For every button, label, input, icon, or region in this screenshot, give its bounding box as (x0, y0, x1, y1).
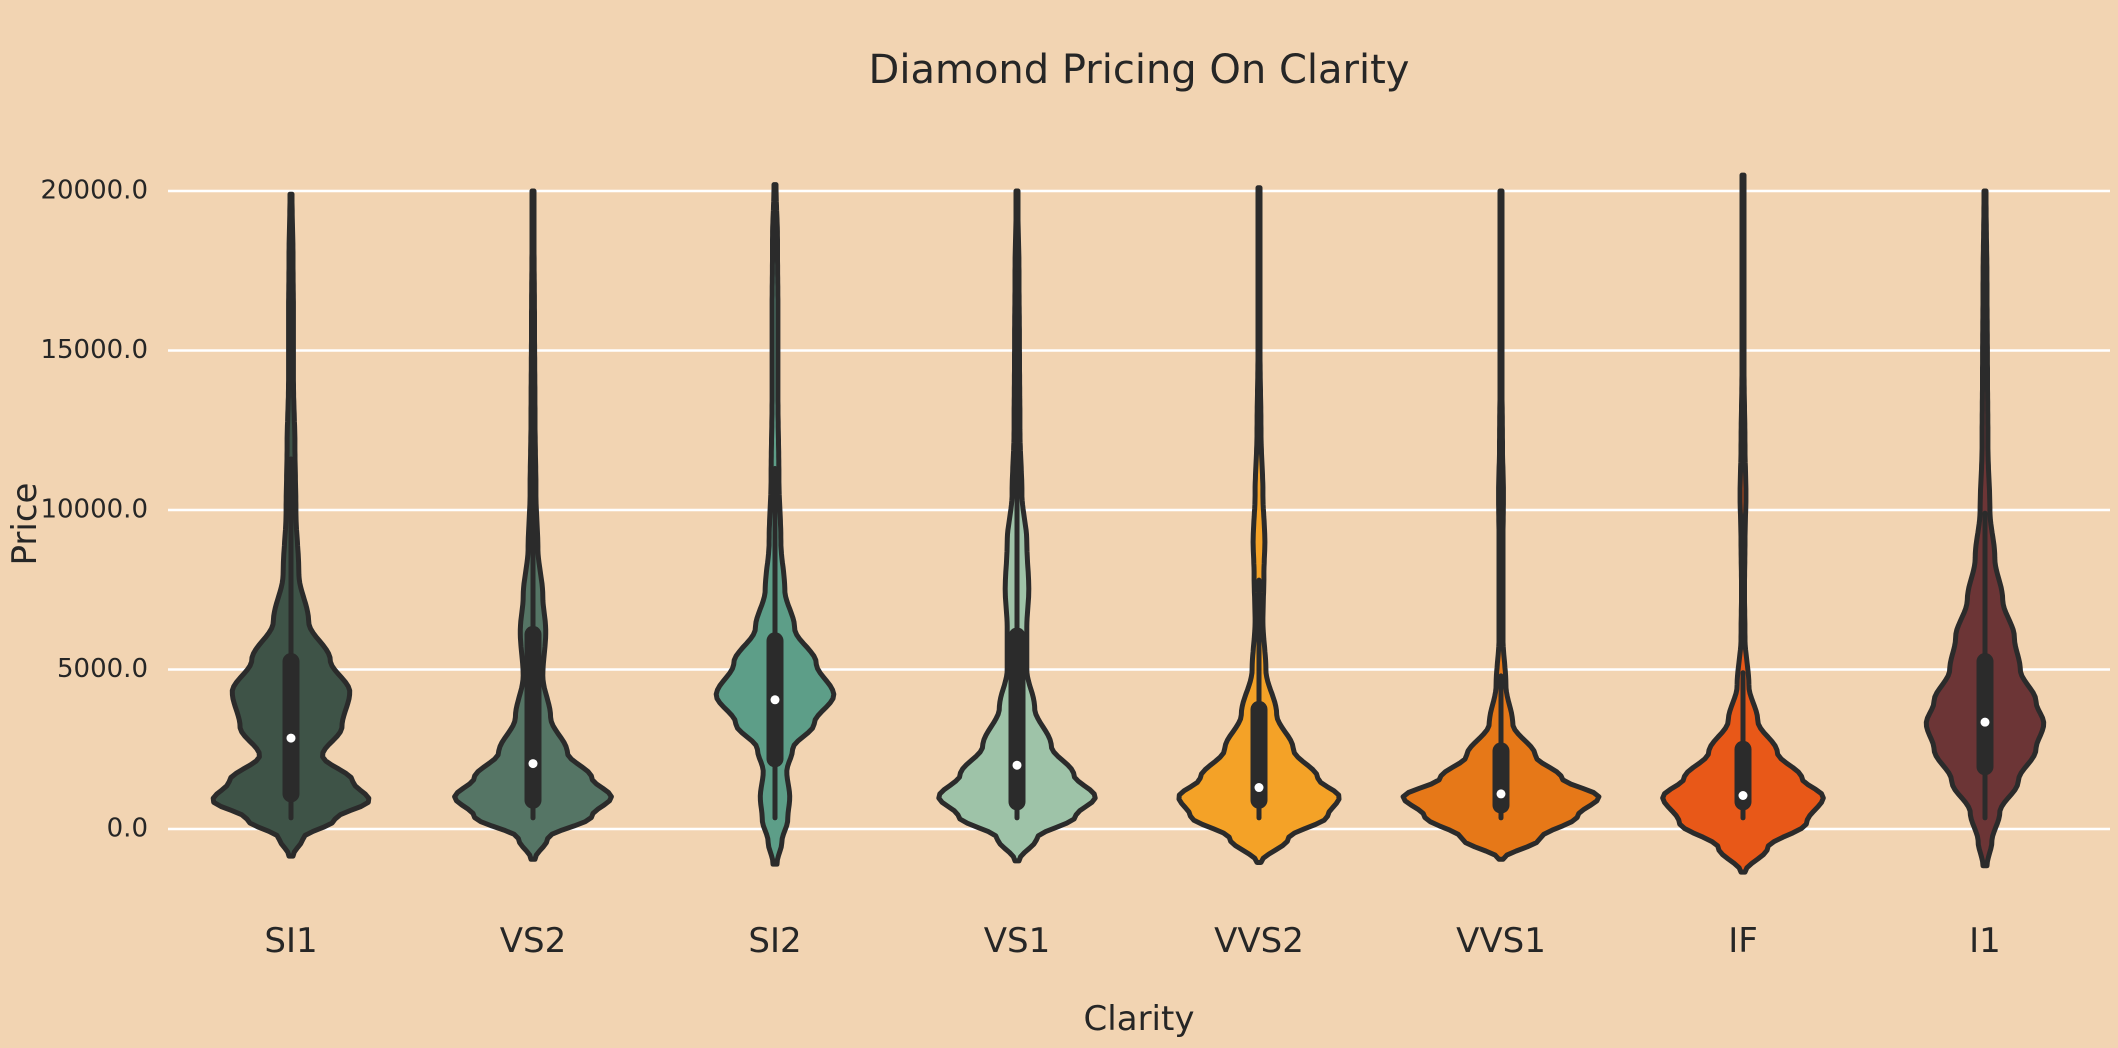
violin-median-point (286, 733, 296, 743)
y-tick-label: 5000.0 (57, 654, 148, 684)
y-tick-label: 20000.0 (40, 176, 148, 206)
violin-si2 (713, 182, 837, 867)
chart-title: Diamond Pricing On Clarity (869, 47, 1410, 93)
violin-i1 (1923, 188, 2047, 869)
x-axis-label: Clarity (1084, 999, 1195, 1039)
x-tick-label: VS1 (984, 921, 1050, 961)
violin-median-point (1980, 717, 1990, 727)
x-tick-labels: SI1 VS2 SI2 VS1 VVS2 VVS1 IF I1 (264, 921, 2000, 961)
x-tick-label: VVS2 (1214, 921, 1304, 961)
violin-vvs1 (1400, 188, 1602, 862)
violin-median-point (1254, 783, 1264, 793)
violin-median-point (1738, 791, 1748, 801)
violins (210, 172, 2047, 875)
x-tick-label: VVS1 (1456, 921, 1546, 961)
x-tick-label: SI1 (264, 921, 317, 961)
violin-vvs2 (1176, 185, 1342, 865)
violin-si1 (210, 191, 372, 859)
violin-median-point (1012, 760, 1022, 770)
violin-body (1176, 185, 1342, 865)
y-axis-label: Price (5, 483, 45, 566)
violin-median-point (770, 695, 780, 705)
violin-vs1 (936, 188, 1098, 864)
x-tick-label: VS2 (500, 921, 566, 961)
y-tick-labels: 0.0 5000.0 10000.0 15000.0 20000.0 (40, 176, 148, 844)
y-tick-label: 15000.0 (40, 335, 148, 365)
y-tick-label: 10000.0 (40, 495, 148, 525)
violin-vs2 (452, 188, 614, 862)
x-tick-label: I1 (1969, 921, 2001, 961)
x-tick-label: IF (1728, 921, 1758, 961)
violin-body (1400, 188, 1602, 862)
x-tick-label: SI2 (748, 921, 801, 961)
y-tick-label: 0.0 (107, 814, 148, 844)
violin-median-point (1496, 789, 1506, 799)
grid-lines (168, 189, 2110, 831)
violin-if (1660, 172, 1826, 875)
violin-body (1660, 172, 1826, 875)
violin-median-point (528, 759, 538, 769)
